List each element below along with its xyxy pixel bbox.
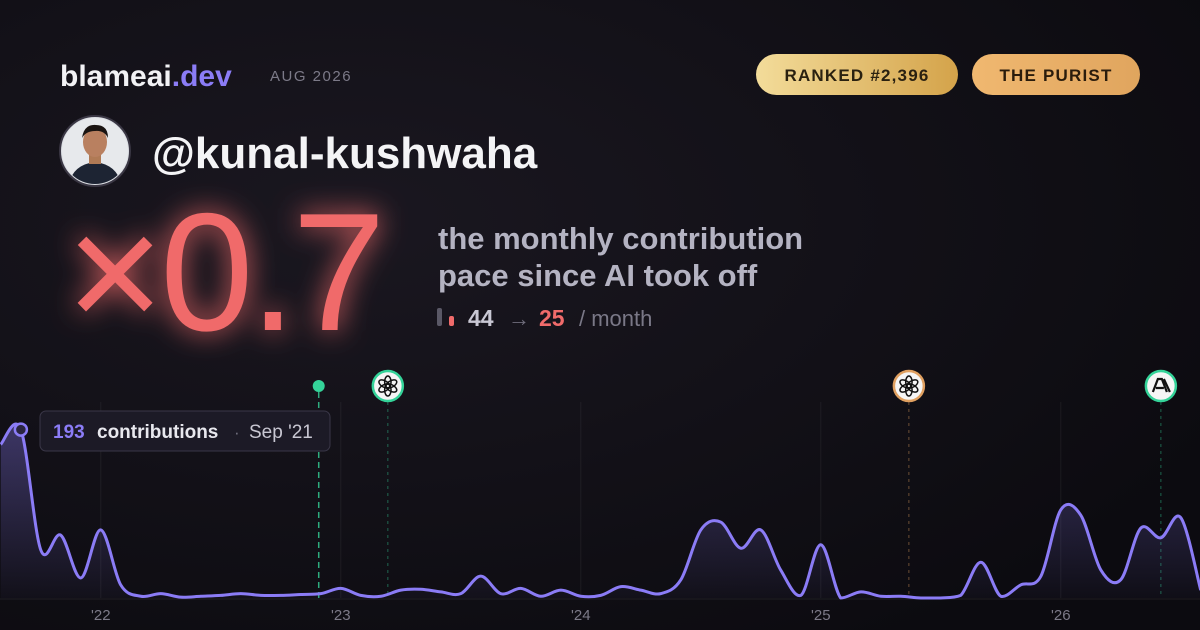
event-icon <box>371 369 405 403</box>
avatar <box>59 115 131 187</box>
x-tick-label: '25 <box>811 607 831 624</box>
x-tick-label: '22 <box>91 607 111 624</box>
pace-icon-after <box>449 316 454 326</box>
event-glyph <box>378 379 391 389</box>
tooltip-date: Sep '21 <box>249 422 313 443</box>
tooltip-box <box>39 410 331 452</box>
tooltip: 193 contributions · Sep '21 <box>39 410 331 452</box>
pace-unit: / month <box>579 306 652 331</box>
x-tick-label: '23 <box>331 607 351 624</box>
x-tick-label: '24 <box>571 607 591 624</box>
description-line: the monthly contribution <box>438 221 803 256</box>
event-glyph <box>899 379 912 389</box>
event-glyph <box>1151 377 1171 393</box>
period: AUG 2026 <box>270 68 352 85</box>
rank-badge-text: RANKED #2,396 <box>784 66 929 85</box>
x-tick-label: '26 <box>1051 607 1071 624</box>
highlight-point <box>13 422 29 437</box>
tooltip-separator: · <box>234 423 240 442</box>
event-icon <box>892 369 926 403</box>
brand-name: blameai <box>60 60 172 93</box>
brand: blameai.dev <box>60 60 232 93</box>
persona-badge <box>972 54 1140 95</box>
line <box>0 422 1200 600</box>
username: @kunal-kushwaha <box>152 129 538 178</box>
multiplier: ×0.7 <box>66 178 382 366</box>
persona-badge-text: THE PURIST <box>999 66 1112 85</box>
tooltip-value: 193 <box>53 422 85 443</box>
area <box>0 424 1200 598</box>
brand-suffix: .dev <box>172 60 232 93</box>
event-dot <box>312 380 325 392</box>
pace-arrow: → <box>508 306 530 331</box>
rank-badge <box>756 54 958 95</box>
event-icon <box>1144 369 1178 403</box>
tooltip-label: contributions <box>97 422 218 443</box>
pace-icon-before <box>437 308 442 326</box>
chart: '22 '23 '24 '25 '26 193 contributions · Sep '21 <box>0 369 1200 624</box>
pace-after: 25 <box>539 305 565 331</box>
pace-before: 44 <box>468 305 494 331</box>
description-line: pace since AI took off <box>438 258 758 293</box>
